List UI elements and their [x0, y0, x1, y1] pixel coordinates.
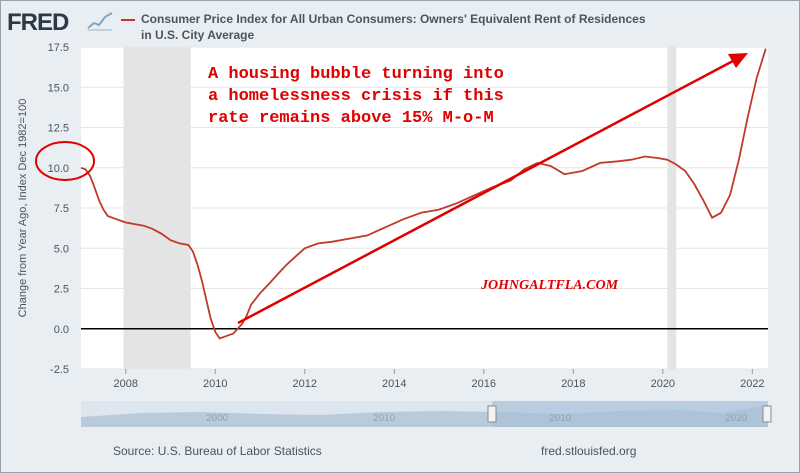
navigator-left-handle[interactable]: [487, 405, 497, 423]
chart-trend-icon: [87, 12, 113, 31]
x-axis-ticks: 2008 2010 2012 2014 2016 2018 2020 2022: [114, 369, 765, 390]
y-tick-label: 0.0: [54, 324, 69, 336]
x-tick-label: 2014: [382, 378, 406, 390]
y-axis-ticks: -2.5 0.0 2.5 5.0 7.5 10.0 12.5 15.0 17.5: [48, 42, 69, 376]
x-tick-label: 2008: [114, 378, 138, 390]
navigator-right-handle[interactable]: [762, 405, 772, 423]
arrowhead-icon: [728, 53, 748, 68]
x-tick-label: 2022: [740, 378, 764, 390]
y-tick-label: 17.5: [48, 42, 69, 54]
callout-line-2: a homelessness crisis if this: [208, 87, 504, 106]
navigator-year-2010: 2010: [373, 413, 396, 424]
y-tick-label: -2.5: [50, 364, 69, 376]
navigator-year-2010-selected: 2010: [549, 413, 572, 424]
y-axis-label: Change from Year Ago, Index Dec 1982=100: [17, 99, 29, 318]
y-tick-label: 2.5: [54, 284, 69, 296]
x-tick-label: 2016: [472, 378, 496, 390]
site-link[interactable]: fred.stlouisfed.org: [541, 444, 637, 458]
callout-line-1: A housing bubble turning into: [208, 65, 504, 84]
navigator-sparkline: [81, 405, 768, 427]
x-tick-label: 2018: [561, 378, 585, 390]
y-tick-label: 15.0: [48, 82, 69, 94]
annotation-circle: [35, 141, 95, 181]
callout-line-3: rate remains above 15% M-o-M: [208, 109, 494, 128]
series-legend-swatch: [121, 19, 135, 21]
watermark: JOHNGALTFLA.COM: [480, 278, 619, 293]
x-tick-label: 2012: [293, 378, 317, 390]
x-tick-label: 2010: [203, 378, 227, 390]
annotation-arrow: [237, 59, 734, 325]
navigator-year-2000: 2000: [206, 413, 229, 424]
fred-logo[interactable]: FRED: [7, 9, 69, 36]
chart-subtitle: in U.S. City Average: [141, 28, 255, 42]
chart-title: Consumer Price Index for All Urban Consu…: [141, 12, 646, 26]
navigator-year-2020: 2020: [725, 413, 748, 424]
y-tick-label: 10.0: [48, 163, 69, 175]
source-note: Source: U.S. Bureau of Labor Statistics: [113, 444, 322, 458]
y-tick-label: 7.5: [54, 203, 69, 215]
time-navigator[interactable]: 2000 2010 2010 2020: [81, 401, 772, 427]
y-tick-label: 12.5: [48, 123, 69, 135]
series-line: [80, 48, 767, 340]
x-tick-label: 2020: [651, 378, 675, 390]
y-tick-label: 5.0: [54, 243, 69, 255]
